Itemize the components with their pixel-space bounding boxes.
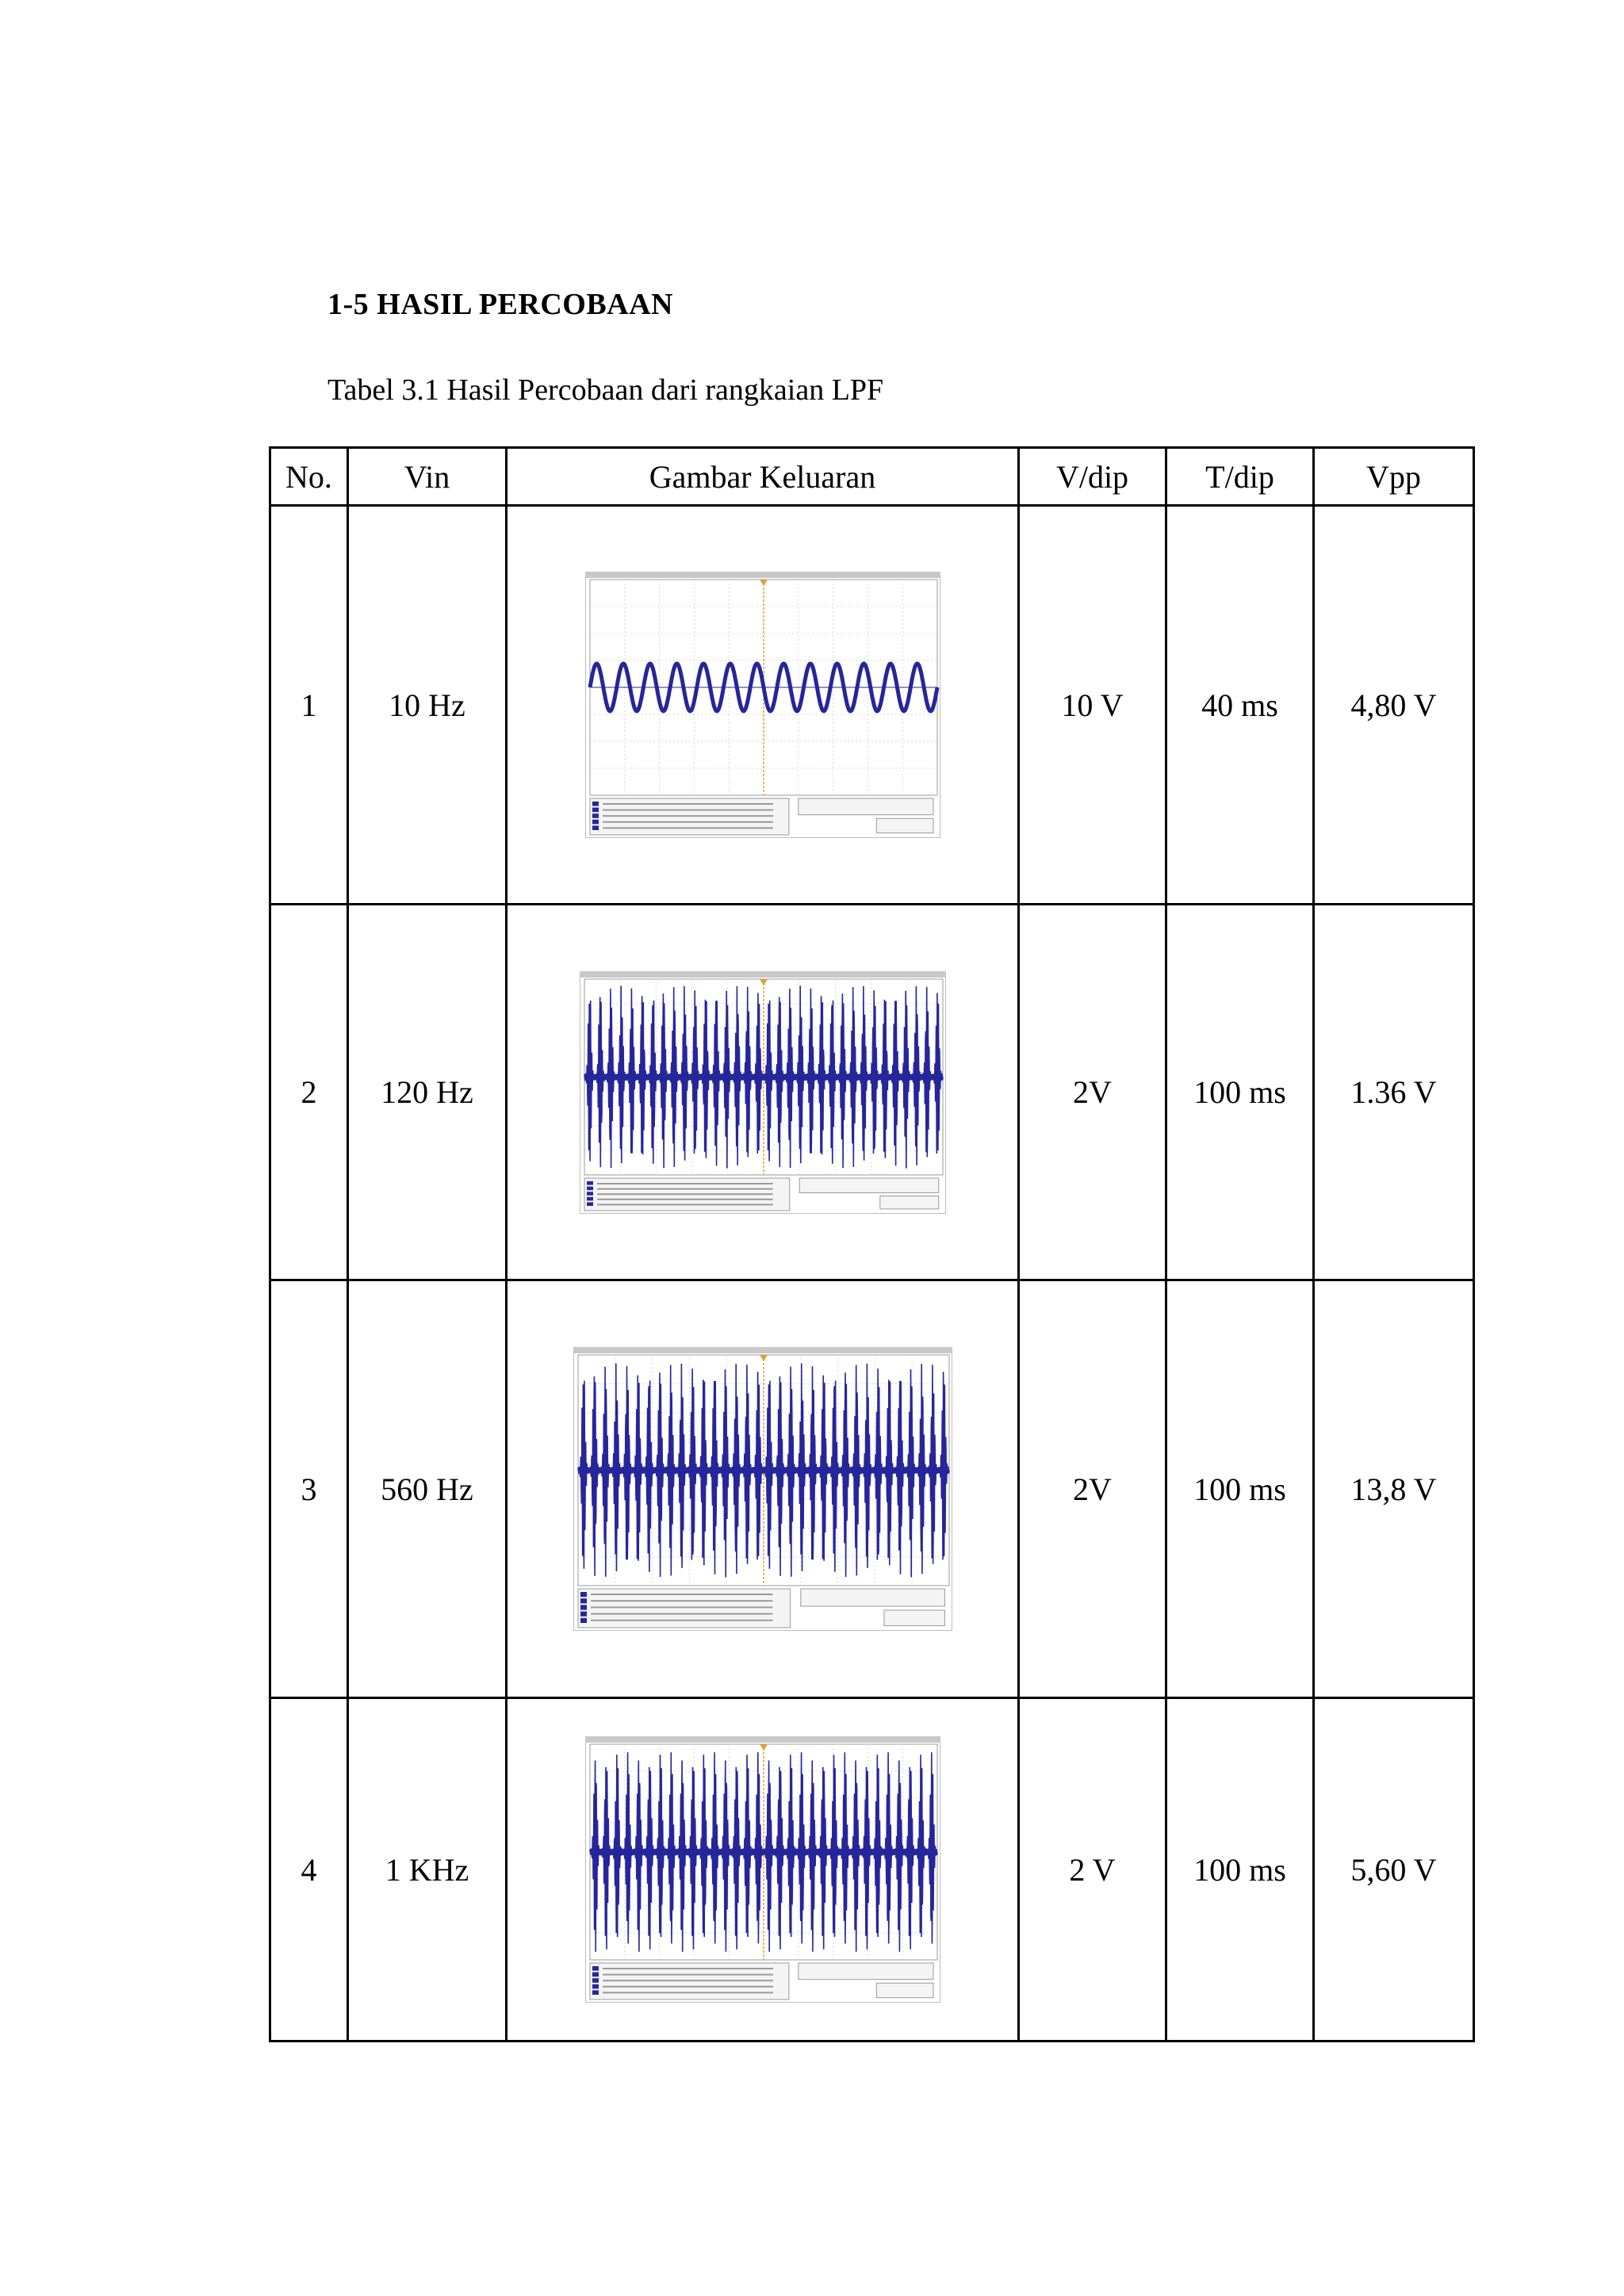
channel-indicator-icon — [580, 1611, 587, 1617]
cell-vpp: 4,80 V — [1312, 504, 1475, 905]
measurement-readout-line — [590, 1606, 772, 1609]
channel-indicator-icon — [586, 1191, 593, 1196]
cell-tdip: 100 ms — [1165, 1279, 1315, 1699]
table-caption: Tabel 3.1 Hasil Percobaan dari rangkaian… — [327, 373, 884, 407]
measurement-readout-line — [602, 803, 773, 805]
header-vin: Vin — [347, 446, 508, 507]
cell-output-image — [505, 504, 1020, 905]
cell-no: 3 — [269, 1279, 349, 1699]
cell-vdip: 2V — [1017, 903, 1167, 1281]
header-no: No. — [269, 446, 349, 507]
cell-no: 1 — [269, 504, 349, 905]
table-row: 4 1 KHz 2 V 100 ms 5,60 V — [269, 1697, 1475, 2042]
table-row: 3 560 Hz 2V 100 ms 13,8 V — [269, 1279, 1475, 1699]
measurement-readout-line — [590, 1619, 772, 1621]
cell-no: 2 — [269, 903, 349, 1281]
cell-vin: 1 KHz — [347, 1697, 508, 2042]
scope-title-bar — [579, 970, 946, 978]
channel-indicator-icon — [592, 1984, 599, 1989]
channel-indicator-icon — [592, 813, 599, 818]
cell-vpp: 13,8 V — [1312, 1279, 1475, 1699]
header-vdip: V/dip — [1017, 446, 1167, 507]
measurement-readout-line — [602, 815, 773, 817]
channel-indicator-icon — [586, 1196, 593, 1200]
cell-output-image — [505, 1697, 1020, 2042]
measurement-readout-line — [590, 1613, 772, 1615]
section-heading: 1-5 HASIL PERCOBAAN — [327, 288, 673, 321]
cell-vdip: 2 V — [1017, 1697, 1167, 2042]
measurement-readout-line — [590, 1594, 772, 1595]
measurement-readout-line — [590, 1600, 772, 1602]
cell-vin: 10 Hz — [347, 504, 508, 905]
cell-vpp: 1.36 V — [1312, 903, 1475, 1281]
channel-indicator-icon — [592, 802, 599, 806]
measurement-readout-line — [596, 1182, 773, 1184]
channel-indicator-icon — [592, 819, 599, 825]
cell-tdip: 100 ms — [1165, 903, 1315, 1281]
header-output-image: Gambar Keluaran — [505, 446, 1020, 507]
measurement-readout-line — [602, 1973, 773, 1976]
scope-title-bar — [584, 1736, 940, 1743]
measurement-readout-line — [602, 821, 773, 823]
settings-panel — [797, 798, 934, 816]
cell-tdip: 40 ms — [1165, 504, 1315, 905]
channel-indicator-icon — [592, 1990, 599, 1995]
channel-indicator-icon — [586, 1201, 593, 1206]
trigger-marker-icon — [759, 580, 768, 586]
table-header-row: No. Vin Gambar Keluaran V/dip T/dip Vpp — [269, 446, 1475, 507]
results-table: No. Vin Gambar Keluaran V/dip T/dip Vpp … — [269, 446, 1475, 2042]
measurement-readout-line — [602, 827, 773, 829]
scope-title-bar — [573, 1347, 952, 1353]
channel-indicator-icon — [592, 825, 599, 830]
timestamp-panel — [875, 817, 934, 834]
channel-indicator-icon — [580, 1605, 587, 1610]
header-vpp: Vpp — [1312, 446, 1475, 507]
measurement-readout-line — [596, 1203, 773, 1205]
channel-indicator-icon — [592, 1978, 599, 1983]
cell-output-image — [505, 903, 1020, 1281]
measurement-readout-line — [596, 1198, 773, 1200]
measurement-readout-line — [602, 1992, 773, 1994]
trigger-marker-icon — [759, 1744, 768, 1751]
channel-indicator-icon — [592, 1966, 599, 1971]
timestamp-panel — [883, 1609, 945, 1627]
measurement-readout-line — [602, 1985, 773, 1988]
measurement-readout-line — [596, 1192, 773, 1195]
cell-vdip: 10 V — [1017, 504, 1167, 905]
oscilloscope-screenshot — [584, 1736, 940, 2003]
channel-indicator-icon — [580, 1592, 587, 1598]
table-row: 2 120 Hz 2V 100 ms 1.36 V — [269, 903, 1475, 1281]
channel-indicator-icon — [586, 1181, 593, 1185]
oscilloscope-screenshot — [579, 970, 946, 1214]
channel-indicator-icon — [580, 1617, 587, 1623]
settings-panel — [799, 1588, 945, 1607]
cell-vin: 120 Hz — [347, 903, 508, 1281]
table-row: 1 10 Hz 10 V 40 ms 4,80 V — [269, 504, 1475, 905]
measurement-panel — [577, 1588, 791, 1628]
channel-indicator-icon — [586, 1186, 593, 1190]
cell-tdip: 100 ms — [1165, 1697, 1315, 2042]
channel-indicator-icon — [592, 1972, 599, 1977]
measurement-readout-line — [596, 1188, 773, 1190]
cell-vin: 560 Hz — [347, 1279, 508, 1699]
settings-panel — [797, 1962, 934, 1980]
trigger-marker-icon — [759, 1355, 768, 1361]
measurement-readout-line — [602, 1980, 773, 1982]
settings-panel — [799, 1177, 939, 1193]
trigger-marker-icon — [759, 978, 768, 985]
channel-indicator-icon — [592, 807, 599, 813]
cell-no: 4 — [269, 1697, 349, 2042]
channel-indicator-icon — [580, 1598, 587, 1604]
oscilloscope-screenshot — [584, 572, 940, 838]
timestamp-panel — [879, 1195, 939, 1209]
timestamp-panel — [875, 1982, 934, 1999]
measurement-readout-line — [602, 809, 773, 811]
oscilloscope-screenshot — [573, 1347, 952, 1631]
measurement-readout-line — [602, 1968, 773, 1969]
cell-vpp: 5,60 V — [1312, 1697, 1475, 2042]
scope-title-bar — [584, 572, 940, 578]
cell-vdip: 2V — [1017, 1279, 1167, 1699]
cell-output-image — [505, 1279, 1020, 1699]
header-tdip: T/dip — [1165, 446, 1315, 507]
